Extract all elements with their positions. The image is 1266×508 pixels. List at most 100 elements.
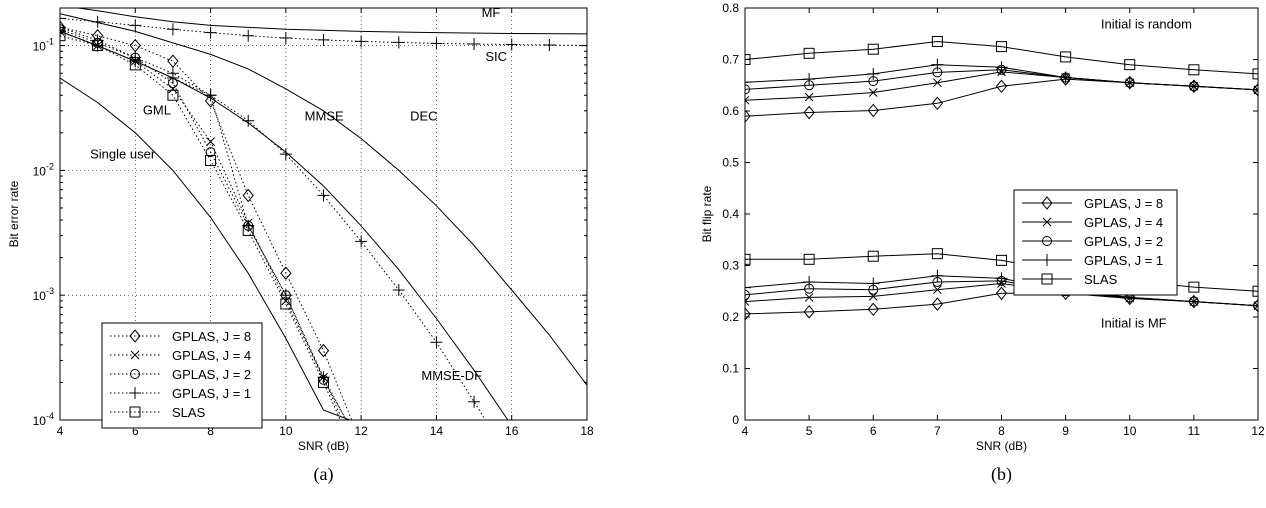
series-initial-is-random-slas-point [745,54,751,65]
legend-box [1013,189,1178,296]
series-initial-is-random-slas-point [1060,51,1072,63]
curve-sic-point [279,31,292,44]
series-gplas-j-1-point [204,89,217,102]
series-initial-is-mf-gplas-j-8-point [1124,291,1136,306]
series-slas-point [60,30,66,42]
x-tick-label: 16 [505,424,519,438]
series-initial-is-random-slas-point [1188,64,1200,76]
series-gplas-j-8-point [242,188,254,203]
legend-label: GPLAS, J = 4 [1084,215,1163,230]
curve-sic-point [505,38,518,51]
series-initial-is-mf-gplas-j-4-point [1253,301,1258,311]
curve-sic-point [581,39,587,52]
series-initial-is-mf-slas-point [1252,285,1258,297]
legend-marker-gplas-j-2 [1042,236,1052,246]
plot-frame [59,7,588,421]
series-initial-is-random-gplas-j-4-point [868,88,878,97]
annotation-mf: MF [482,5,501,20]
legend-marker-slas [129,406,141,418]
curve-sic-point [468,37,481,50]
series-initial-is-random-slas-point [867,43,879,55]
series-initial-is-random-slas-point [803,47,815,59]
legend-marker-gplas-j-8 [129,329,141,343]
legend-marker-gplas-j-1 [129,387,141,399]
series-gplas-j-1-point [166,67,179,80]
y-tick-label: 0.2 [722,310,739,324]
series-slas-markers [60,30,329,388]
legend-marker-gplas-j-1 [1041,254,1053,266]
series-slas-point [280,298,292,310]
annotation-mmse-df: MMSE-DF [421,368,482,383]
x-tick-label: 10 [1123,424,1137,438]
series-initial-is-mf-slas-point [931,248,943,260]
legend: GPLAS, J = 8 GPLAS, J = 4 GPLAS, J = 2 GPLA… [101,322,263,429]
chart-a: 4 6 8 10 12 14 16 18 10-4 10-3 10-2 10-1 SNR (dB) Bit… [7,5,594,485]
series-slas-point [205,154,217,166]
series-initial-is-random-slas-line [745,40,1258,75]
series-initial-is-mf-gplas-j-1-point [1252,299,1258,312]
series-initial-is-random-gplas-j-1-point [1187,80,1200,93]
y-tick-label: 0.4 [722,207,739,221]
series-initial-is-mf-gplas-j-1-point [867,277,880,290]
legend-label: SLAS [1084,272,1118,287]
series-initial-is-random-gplas-j-4-point [1253,85,1258,95]
plot-area [745,35,1258,321]
series-gplas-j-8-point [167,54,179,68]
x-axis-title: SNR (dB) [976,439,1027,453]
x-tick-label: 11 [1188,424,1201,438]
series-initial-is-random-gplas-j-1-point [745,76,751,89]
panel-label: (b) [991,464,1012,485]
series-initial-is-mf-gplas-j-8-line [745,292,1258,315]
curve-sic-point [129,19,142,32]
series-gplas-j-1-line [60,26,347,420]
legend-label: GPLAS, J = 1 [1084,253,1163,268]
series-initial-is-random-gplas-j-8-point [867,103,879,118]
series-initial-is-random-gplas-j-4-point [745,95,750,105]
series-slas-point [318,376,329,388]
curve-mf-line [74,8,587,35]
series-slas-point [242,224,254,236]
legend-marker-gplas-j-2 [130,369,140,379]
curve-sic-markers [60,12,587,52]
series-initial-is-random-gplas-j-4-point [933,78,942,88]
series-gplas-j-4-point [60,26,65,36]
curve-sic-point [392,36,405,49]
legend-label: GPLAS, J = 2 [1084,234,1163,249]
legend-label: GPLAS, J = 8 [172,329,251,344]
x-tick-label: 14 [430,424,444,438]
y-tick-label: 10-3 [33,286,54,303]
legend: GPLAS, J = 8 GPLAS, J = 4 GPLAS, J = 2 GPLA… [1013,189,1178,296]
series-gplas-j-8-point [317,343,330,358]
series-initial-is-random-slas-markers [745,35,1258,80]
series-initial-is-random-gplas-j-8-markers [745,72,1258,123]
series-initial-is-random-slas-point [996,41,1007,53]
annotation-single-user: Single user [90,146,156,161]
x-tick-label: 8 [998,424,1005,438]
series-initial-is-mf-gplas-j-1-point [745,281,751,294]
y-axis-title: Bit flip rate [700,185,714,242]
curve-sic-point [60,12,66,25]
curve-mmse-line [60,30,565,420]
curve-sic-point [430,37,443,50]
series-initial-is-random-gplas-j-1-point [803,73,816,86]
chart-b: 4 5 6 7 8 9 10 11 12 0 0.1 0.2 0.3 0.4 0.5 0.6 0.7 0.8 SNR… [700,1,1265,485]
legend-label: SLAS [172,405,206,420]
series-initial-is-mf-gplas-j-8-point [745,307,751,321]
curve-mmse-df-point [355,235,368,248]
series-initial-is-random-gplas-j-8-point [995,79,1008,94]
y-tick-label: 0 [732,413,739,427]
legend-box [101,322,263,429]
curve-mmse-df-point [392,284,405,297]
series-slas-point [167,89,179,101]
series-gplas-j-8-point [129,38,141,53]
series-gplas-j-4-point [168,84,178,94]
x-tick-label: 9 [1062,424,1069,438]
series-initial-is-mf-gplas-j-8-markers [745,286,1258,321]
y-axis-title: Bit error rate [7,180,21,247]
series-initial-is-mf-gplas-j-1-point [931,269,944,282]
annotation-dec: DEC [410,109,437,124]
legend-label: GPLAS, J = 1 [172,386,251,401]
series-initial-is-mf-slas-point [996,254,1007,266]
x-tick-label: 5 [806,424,813,438]
